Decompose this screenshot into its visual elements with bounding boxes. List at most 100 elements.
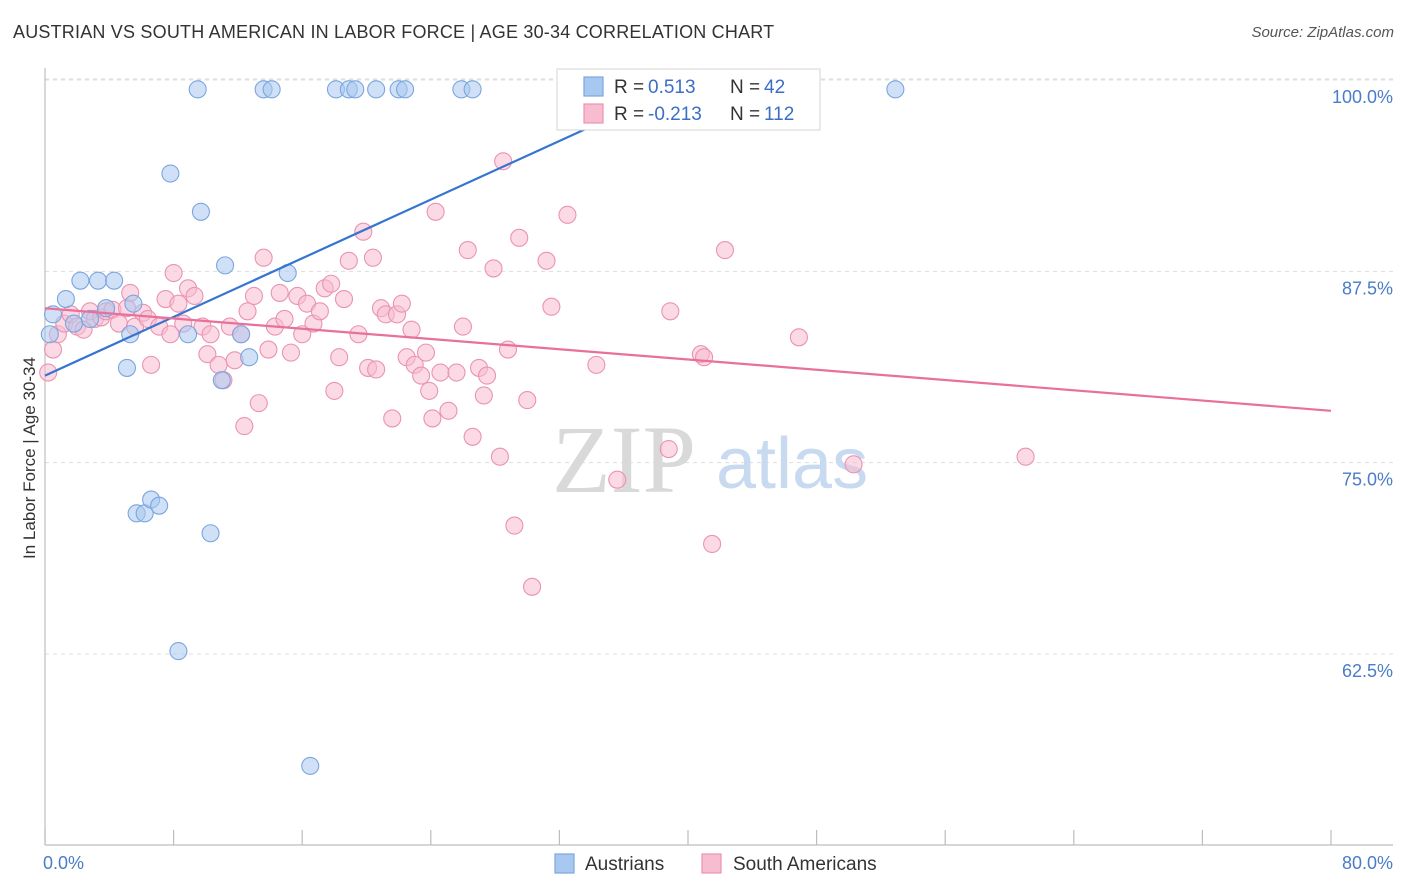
y-tick-label: 87.5% xyxy=(1342,278,1393,298)
south-american-point xyxy=(490,447,509,466)
austrian-point xyxy=(367,80,386,99)
south-american-point xyxy=(325,381,344,400)
austrian-point xyxy=(463,80,482,99)
south-american-point xyxy=(558,205,577,224)
south-american-point xyxy=(661,302,680,321)
south-american-point xyxy=(169,294,188,313)
south-american-point xyxy=(235,417,254,436)
austrian-point xyxy=(396,80,415,99)
south-american-point xyxy=(161,325,180,344)
south-american-point xyxy=(142,355,161,374)
austrians-r-label: R = xyxy=(614,77,644,98)
legend-austrians-swatch xyxy=(554,853,575,874)
south-americans-n-label: N = xyxy=(730,104,760,125)
south-american-point xyxy=(244,286,264,306)
south-american-point xyxy=(201,325,220,344)
austrian-point xyxy=(191,202,210,221)
trend-lines xyxy=(44,95,1332,412)
austrian-point xyxy=(346,80,365,99)
south-american-point xyxy=(310,302,329,321)
austrian-point xyxy=(161,164,180,183)
south-american-point xyxy=(537,251,556,270)
austrians-swatch xyxy=(583,76,604,97)
south-american-point xyxy=(339,251,358,270)
austrian-point xyxy=(212,371,231,390)
y-tick-label: 100.0% xyxy=(1332,87,1393,107)
south-american-point xyxy=(209,355,228,374)
austrian-point xyxy=(169,642,188,661)
south-american-point xyxy=(249,394,268,413)
south-american-point xyxy=(587,355,606,374)
austrian-point xyxy=(240,348,259,367)
south-american-point xyxy=(608,470,627,489)
south-american-point xyxy=(412,366,431,385)
austrian-point xyxy=(80,309,100,328)
chart-title: AUSTRIAN VS SOUTH AMERICAN IN LABOR FORC… xyxy=(13,22,775,42)
south-americans-trend-line xyxy=(44,307,1332,412)
south-american-point xyxy=(43,340,63,359)
y-axis-title: In Labor Force | Age 30-34 xyxy=(20,357,39,559)
y-tick-labels: 62.5% 75.0% 87.5% 100.0% xyxy=(1332,87,1393,681)
south-americans-n-value: 112 xyxy=(764,104,794,125)
south-american-point xyxy=(281,343,300,362)
south-american-point xyxy=(426,202,445,221)
watermark-atlas: atlas xyxy=(716,424,868,504)
south-american-point xyxy=(431,363,450,382)
south-american-point xyxy=(659,440,678,459)
south-american-point xyxy=(458,241,477,260)
axes xyxy=(44,68,1393,846)
south-american-point xyxy=(523,577,542,596)
south-american-point xyxy=(715,241,735,260)
south-american-point xyxy=(254,248,273,267)
series-legend: Austrians South Americans xyxy=(554,853,877,875)
zipatlas-watermark: ZIP atlas xyxy=(552,406,868,513)
x-tick-labels: 0.0% 80.0% xyxy=(43,853,1393,873)
grid-lines xyxy=(45,78,1393,655)
stats-legend: R = 0.513 N = 42 R = -0.213 N = 112 xyxy=(556,68,821,131)
legend-south-americans-swatch xyxy=(701,853,722,874)
austrian-point xyxy=(188,80,207,99)
south-american-point xyxy=(39,363,58,382)
south-american-point xyxy=(392,294,411,313)
south-american-point xyxy=(453,317,473,336)
austrian-point xyxy=(117,358,137,377)
austrian-point xyxy=(124,294,143,313)
south-american-point xyxy=(844,455,863,474)
austrians-trend-line xyxy=(44,95,657,377)
south-american-point xyxy=(354,222,373,241)
x-tick-label-max: 80.0% xyxy=(1342,853,1393,873)
south-american-point xyxy=(322,274,341,293)
austrians-n-value: 42 xyxy=(764,77,785,98)
austrian-point xyxy=(105,271,124,290)
south-american-point xyxy=(238,302,257,321)
austrian-point xyxy=(56,289,75,309)
austrian-point xyxy=(201,524,220,543)
south-american-point xyxy=(518,391,537,410)
watermark-zip: ZIP xyxy=(552,406,696,513)
source-label: Source: ZipAtlas.com xyxy=(1251,24,1394,41)
south-american-point xyxy=(330,348,349,367)
austrian-point xyxy=(71,271,90,290)
south-americans-swatch xyxy=(583,103,604,124)
south-american-point xyxy=(695,348,714,367)
south-american-point xyxy=(510,228,529,247)
austrian-point xyxy=(215,256,235,275)
south-american-point xyxy=(363,248,382,267)
south-americans-r-value: -0.213 xyxy=(648,104,702,125)
south-american-point xyxy=(334,289,354,309)
austrian-point xyxy=(179,325,198,344)
austrian-point xyxy=(150,496,169,515)
south-american-point xyxy=(439,401,458,420)
south-american-point xyxy=(275,309,294,328)
south-american-point xyxy=(463,427,482,446)
south-american-point xyxy=(198,345,217,364)
austrians-r-value: 0.513 xyxy=(648,77,696,98)
x-tick-label-min: 0.0% xyxy=(43,853,84,873)
south-american-point xyxy=(1016,447,1035,466)
austrian-point xyxy=(88,271,108,290)
south-american-point xyxy=(447,363,466,382)
south-american-point xyxy=(259,340,278,359)
south-american-point xyxy=(185,286,204,306)
y-tick-label: 62.5% xyxy=(1342,661,1393,681)
